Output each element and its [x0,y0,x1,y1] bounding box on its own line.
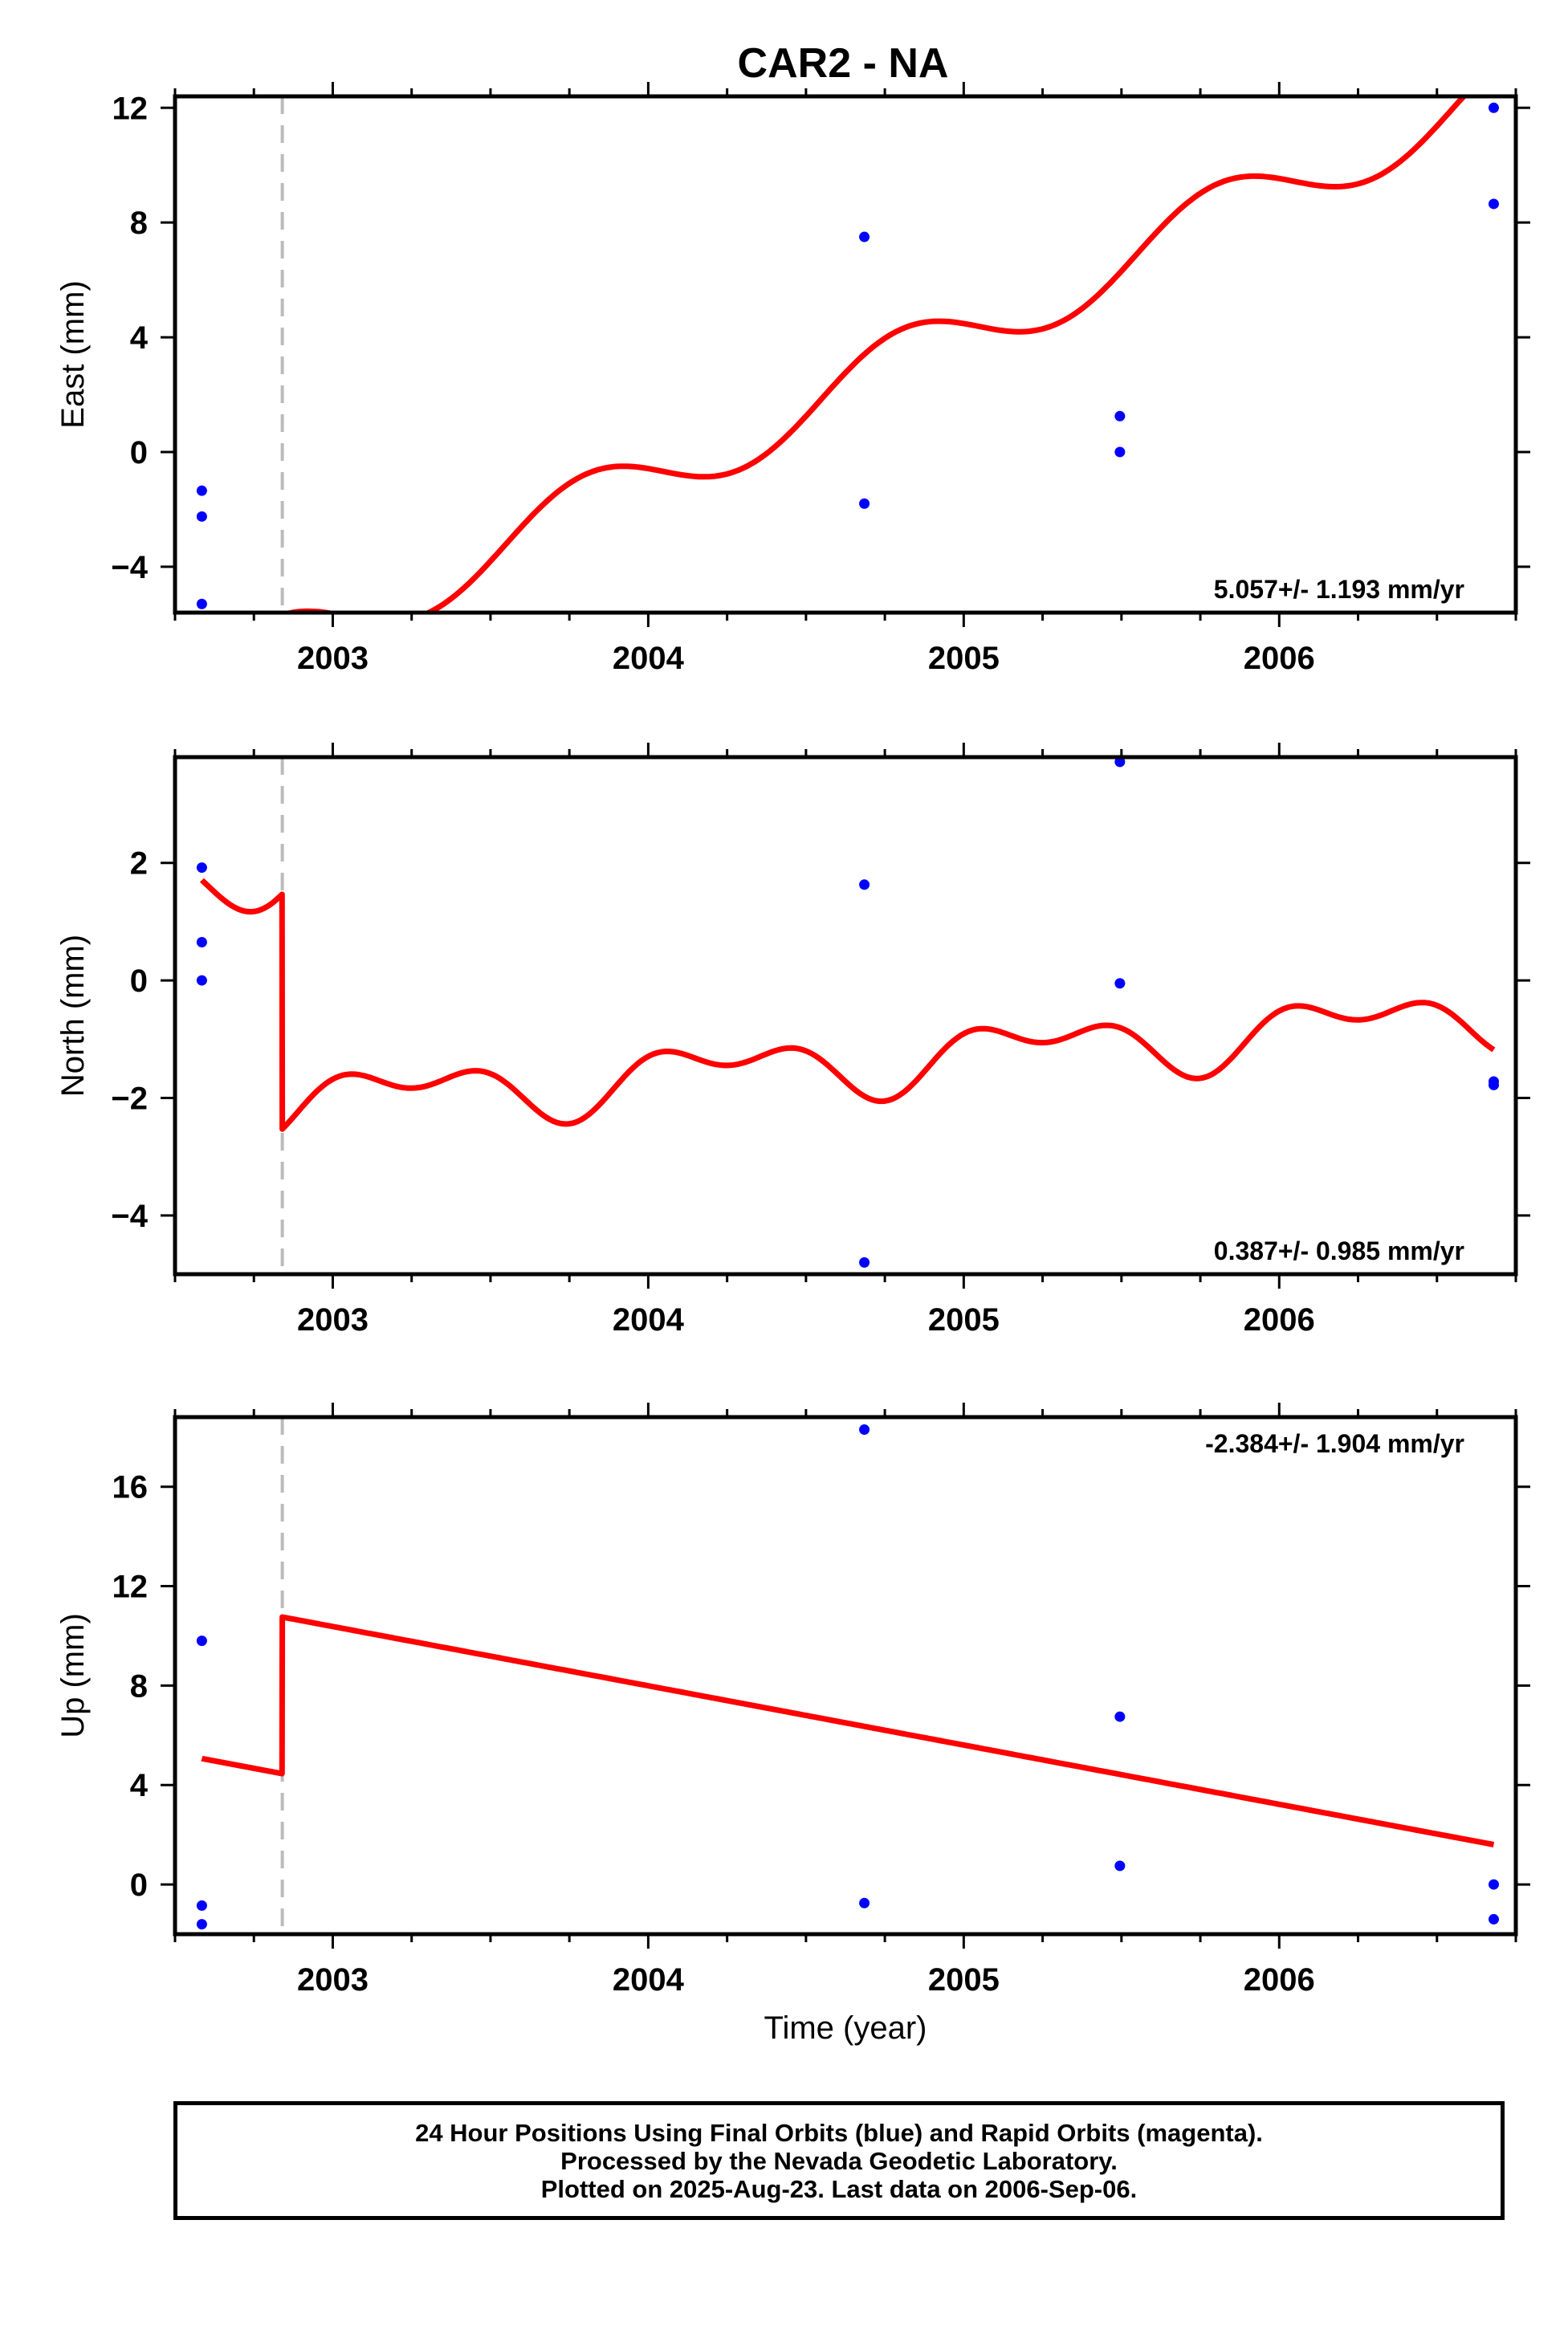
data-point [1488,1913,1499,1925]
data-point [1488,1879,1499,1890]
data-point [1114,1860,1126,1872]
y-axis-label: East (mm) [55,280,91,428]
y-tick-label: −2 [111,1081,148,1116]
x-tick-label: 2005 [928,641,1000,676]
x-tick-label: 2006 [1244,1302,1315,1338]
rate-annotation: 0.387+/- 0.985 mm/yr [1214,1236,1464,1265]
plot-frame [173,94,1518,615]
y-axis-label: North (mm) [55,935,91,1097]
data-point [1114,446,1126,458]
y-tick-label: 12 [112,91,149,126]
data-point [859,498,870,509]
data-point [196,1919,207,1930]
plot-frame [173,755,1518,1277]
x-tick-label: 2003 [297,1962,369,1998]
footer-line-1: 24 Hour Positions Using Final Orbits (bl… [415,2118,1263,2147]
x-tick-label: 2006 [1244,1962,1315,1998]
y-tick-label: −4 [111,1199,148,1234]
model-line [199,878,1496,1132]
plot-frame [173,1415,1518,1937]
x-tick-label: 2003 [297,641,369,676]
data-point [1488,1079,1499,1090]
y-tick-label: 0 [130,963,148,999]
y-tick-label: 16 [112,1470,149,1505]
data-point [196,598,207,609]
x-tick-label: 2004 [613,641,685,676]
y-tick-label: 4 [130,320,149,356]
data-point [196,862,207,874]
y-tick-label: −4 [111,550,148,585]
data-point [196,485,207,496]
data-point [196,511,207,522]
x-tick-label: 2006 [1244,641,1315,676]
data-point [196,937,207,948]
model-line [199,1614,1495,1847]
data-point [196,975,207,986]
x-tick-label: 2004 [613,1302,685,1338]
y-tick-label: 0 [130,1868,148,1903]
data-point [196,1900,207,1911]
y-tick-label: 2 [130,846,148,882]
data-point [859,879,870,890]
x-tick-label: 2003 [297,1302,369,1338]
panel-north: 2003 2004 2005 2006 −4 −2 0 2 North (mm) 0.387+/-… [55,743,1530,1338]
panel-up: 2003 2004 2005 2006 0 4 8 12 16 Up (mm) Time (year… [55,1403,1530,2046]
data-point [859,231,870,242]
data-point [859,1257,870,1268]
model-line [280,96,1468,613]
data-point [1488,198,1499,210]
panel-east: 2003 2004 2005 2006 −4 0 4 8 12 East (mm) 5.057+/-… [55,82,1530,676]
chart-title: CAR2 - NA [738,40,949,87]
data-point [1114,410,1126,422]
x-tick-label: 2005 [928,1302,1000,1338]
y-tick-label: 8 [130,1668,148,1704]
x-tick-label: 2004 [613,1962,685,1998]
y-axis-label: Up (mm) [55,1613,91,1738]
data-point [1114,978,1126,989]
rate-annotation: 5.057+/- 1.193 mm/yr [1214,575,1464,604]
x-axis-label: Time (year) [764,2010,927,2046]
rate-annotation: -2.384+/- 1.904 mm/yr [1205,1429,1464,1458]
y-tick-label: 8 [130,206,148,241]
data-point [1114,756,1126,768]
data-point [859,1424,870,1435]
data-point [1114,1711,1126,1722]
data-point [1488,102,1499,113]
y-tick-label: 12 [112,1570,149,1605]
footer-box: 24 Hour Positions Using Final Orbits (bl… [173,2101,1505,2220]
data-point [196,1635,207,1647]
y-tick-label: 0 [130,435,148,470]
footer-line-3: Plotted on 2025-Aug-23. Last data on 200… [540,2174,1138,2203]
footer-line-2: Processed by the Nevada Geodetic Laborat… [560,2146,1118,2175]
x-tick-label: 2005 [928,1962,1000,1998]
y-tick-label: 4 [130,1768,149,1803]
data-point [859,1897,870,1908]
